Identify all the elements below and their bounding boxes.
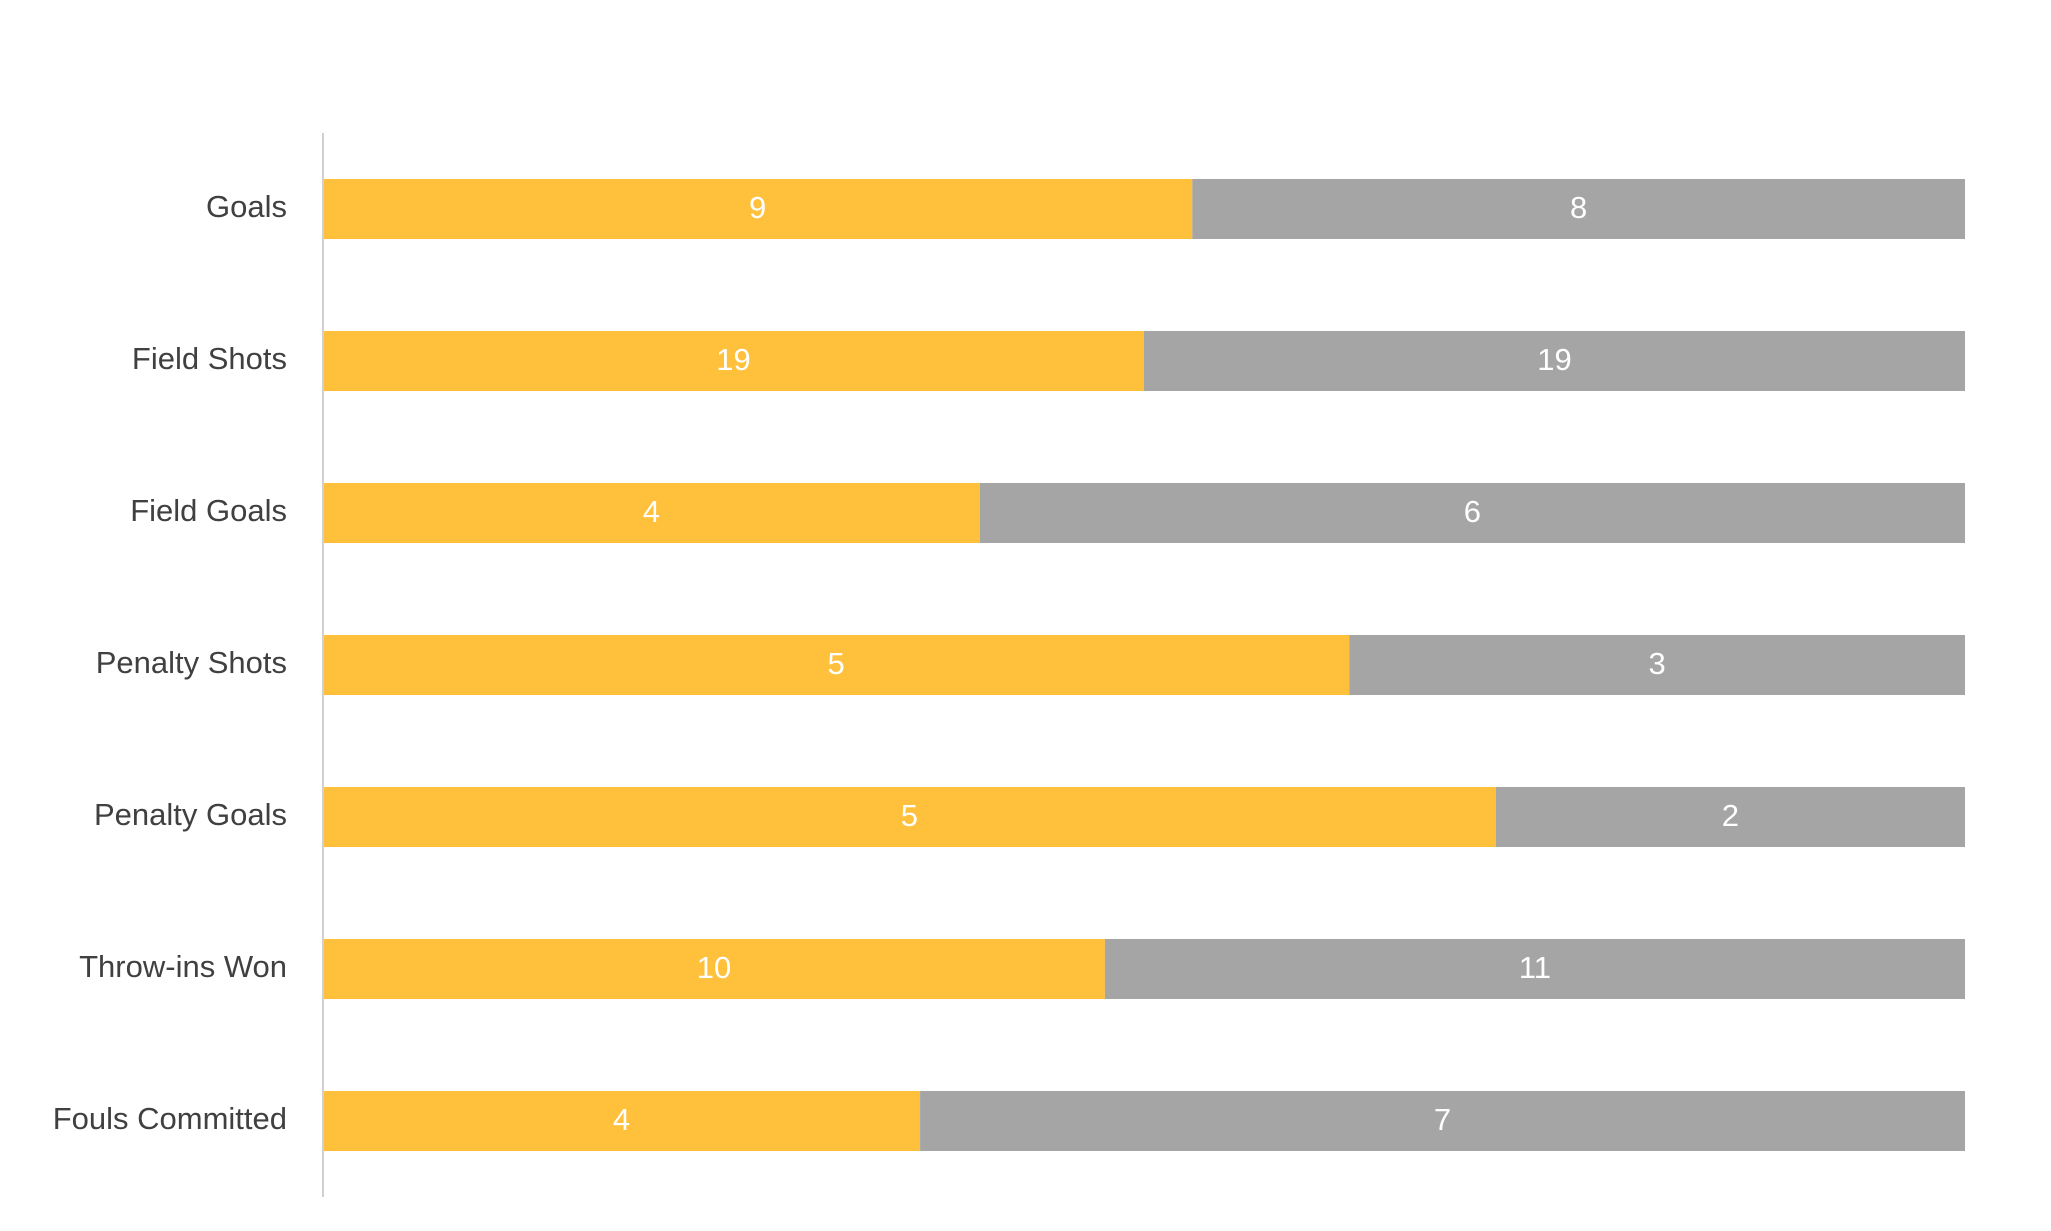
data-label-series2-row6: 11 (1519, 950, 1551, 985)
data-label-series2-row3: 6 (1464, 494, 1481, 529)
category-label: Field Goals (130, 493, 287, 528)
bar-series2-row2 (1144, 331, 1965, 391)
bar-series2-row6 (1104, 939, 1965, 999)
data-label-series1-row7: 4 (613, 1102, 630, 1137)
data-label-series1-row1: 9 (749, 190, 766, 225)
bar-series2-row3 (979, 483, 1965, 543)
data-label-series1-row6: 10 (697, 950, 731, 985)
bar-series2-row1 (1192, 179, 1965, 239)
bar-series1-row7 (323, 1091, 921, 1151)
category-label: Fouls Committed (53, 1101, 287, 1136)
bars-layer: 9 8 19 19 4 6 5 3 5 2 10 11 4 7 (323, 179, 1966, 1151)
bar-series2-row4 (1349, 635, 1965, 695)
category-label: Penalty Goals (94, 797, 287, 832)
bar-series1-row5 (323, 787, 1496, 847)
data-label-series2-row1: 8 (1570, 190, 1587, 225)
bar-series2-row7 (920, 1091, 1966, 1151)
data-label-series2-row2: 19 (1537, 342, 1571, 377)
category-label: Penalty Shots (96, 645, 287, 680)
category-label: Goals (206, 189, 287, 224)
data-label-series1-row5: 5 (901, 798, 918, 833)
data-label-series1-row4: 5 (828, 646, 845, 681)
bar-series1-row2 (323, 331, 1144, 391)
bar-series1-row6 (323, 939, 1105, 999)
bar-series1-row1 (323, 179, 1193, 239)
bar-series1-row4 (323, 635, 1350, 695)
data-label-series1-row2: 19 (716, 342, 750, 377)
data-label-series2-row5: 2 (1722, 798, 1739, 833)
data-label-series2-row4: 3 (1649, 646, 1666, 681)
category-labels: Goals Field Shots Field Goals Penalty Shots… (53, 189, 287, 1136)
data-label-series2-row7: 7 (1434, 1102, 1451, 1137)
category-label: Field Shots (132, 341, 287, 376)
bar-series1-row3 (323, 483, 980, 543)
bar-series2-row5 (1495, 787, 1965, 847)
data-label-series1-row3: 4 (643, 494, 660, 529)
category-label: Throw-ins Won (79, 949, 287, 984)
